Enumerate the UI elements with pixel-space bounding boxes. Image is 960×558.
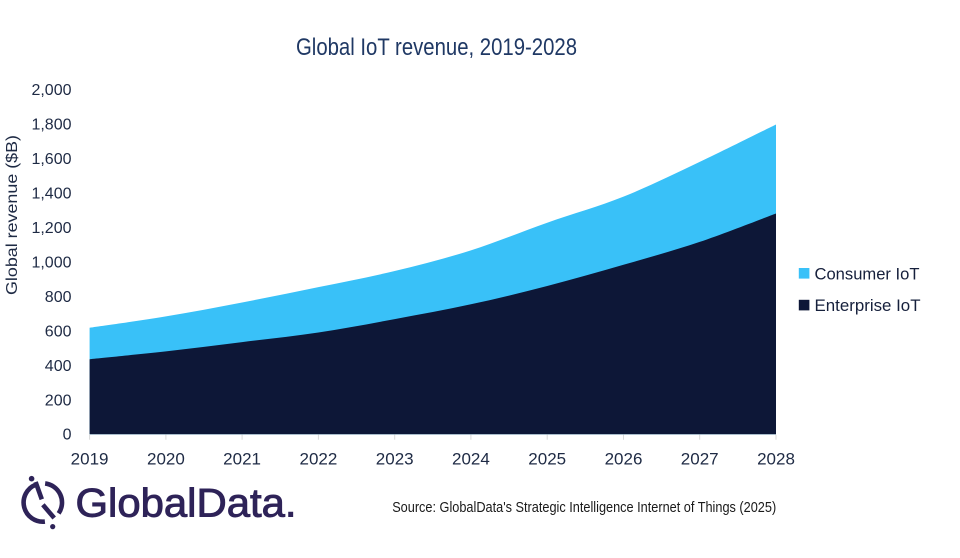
- svg-text:1,000: 1,000: [31, 255, 71, 272]
- svg-text:Enterprise IoT: Enterprise IoT: [815, 296, 921, 315]
- svg-text:2023: 2023: [376, 450, 414, 469]
- svg-text:1,400: 1,400: [31, 186, 71, 203]
- svg-text:200: 200: [45, 392, 72, 409]
- svg-text:2025: 2025: [528, 450, 566, 469]
- svg-text:0: 0: [63, 427, 72, 444]
- svg-text:1,200: 1,200: [31, 220, 71, 237]
- svg-text:800: 800: [45, 289, 72, 306]
- svg-text:2024: 2024: [452, 450, 490, 469]
- svg-text:2028: 2028: [757, 450, 795, 469]
- svg-text:2020: 2020: [147, 450, 185, 469]
- svg-text:1,800: 1,800: [31, 117, 71, 134]
- svg-text:2027: 2027: [681, 450, 719, 469]
- svg-text:Global revenue ($B): Global revenue ($B): [4, 135, 21, 295]
- svg-text:2,000: 2,000: [31, 82, 71, 99]
- svg-text:GlobalData.: GlobalData.: [76, 482, 297, 526]
- svg-text:600: 600: [45, 323, 72, 340]
- svg-text:Global IoT revenue, 2019-2028: Global IoT revenue, 2019-2028: [296, 34, 577, 61]
- svg-text:Source: GlobalData's Strategic: Source: GlobalData's Strategic Intellige…: [392, 499, 776, 516]
- svg-text:1,600: 1,600: [31, 151, 71, 168]
- svg-text:400: 400: [45, 358, 72, 375]
- svg-text:2021: 2021: [223, 450, 261, 469]
- svg-text:Consumer IoT: Consumer IoT: [815, 265, 920, 284]
- svg-text:2026: 2026: [605, 450, 643, 469]
- svg-text:2022: 2022: [299, 450, 337, 469]
- svg-text:2019: 2019: [71, 450, 109, 469]
